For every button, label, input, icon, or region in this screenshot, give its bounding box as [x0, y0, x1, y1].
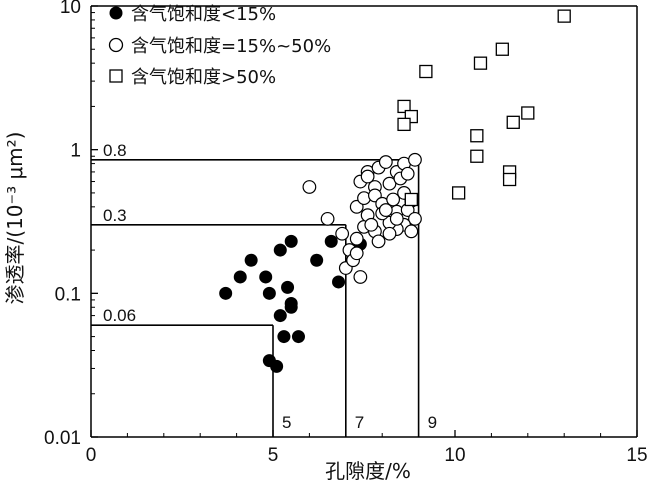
point-mid-saturation: [371, 234, 386, 249]
point-mid-saturation: [360, 169, 375, 184]
point-mid-saturation: [408, 211, 422, 226]
point-high-saturation: [451, 186, 466, 200]
point-low-saturation: [219, 286, 233, 300]
y-tick-label: 0.1: [55, 284, 81, 305]
point-low-saturation: [332, 275, 346, 289]
point-low-saturation: [270, 359, 284, 373]
legend: 含气饱和度<15% 含气饱和度=15%~50% 含气饱和度>50%: [108, 4, 331, 88]
point-mid-saturation: [349, 199, 364, 214]
point-mid-saturation: [378, 203, 393, 217]
point-low-saturation: [291, 330, 305, 344]
point-mid-saturation: [302, 180, 317, 194]
x-tick-label: 15: [626, 445, 647, 466]
point-high-saturation: [506, 115, 520, 129]
plot-frame: [91, 5, 638, 437]
cutoff-porosity-label: 5: [282, 413, 291, 432]
point-low-saturation: [259, 270, 273, 284]
point-mid-saturation: [382, 226, 397, 241]
point-high-saturation: [502, 172, 517, 187]
point-mid-saturation: [349, 231, 364, 246]
legend-marker-open-circle: [108, 37, 124, 53]
point-high-saturation: [419, 64, 433, 79]
point-mid-saturation: [386, 192, 401, 207]
cutoff-permeability-label: 0.06: [103, 306, 136, 325]
point-high-saturation: [397, 99, 411, 114]
cutoff-porosity-label: 9: [428, 413, 437, 432]
point-low-saturation: [310, 253, 324, 267]
y-axis-ticks: 0.01 0.1 1 10: [44, 0, 98, 449]
legend-label-high-saturation: 含气饱和度>50%: [131, 67, 276, 88]
point-low-saturation: [273, 243, 287, 257]
point-mid-saturation: [408, 152, 422, 167]
point-high-saturation: [521, 106, 535, 120]
point-high-saturation: [404, 192, 418, 207]
point-low-saturation: [244, 253, 258, 267]
cutoff-permeability-label: 0.8: [103, 141, 127, 160]
point-mid-saturation: [320, 211, 335, 226]
data-points: [219, 9, 571, 373]
point-low-saturation: [324, 234, 338, 248]
point-high-saturation: [557, 9, 571, 23]
point-low-saturation: [284, 234, 298, 248]
axes: [90, 6, 637, 438]
point-mid-saturation: [349, 246, 364, 261]
point-low-saturation: [262, 286, 276, 300]
legend-marker-filled-circle: [109, 6, 123, 20]
point-high-saturation: [473, 56, 488, 70]
point-low-saturation: [284, 300, 298, 314]
y-tick-label: 1: [70, 141, 81, 162]
point-low-saturation: [277, 330, 291, 344]
point-high-saturation: [470, 149, 484, 163]
legend-label-low-saturation: 含气饱和度<15%: [131, 4, 276, 25]
point-high-saturation: [397, 117, 411, 132]
y-tick-label: 0.01: [44, 428, 81, 449]
point-mid-saturation: [400, 166, 415, 181]
point-mid-saturation: [404, 224, 419, 239]
point-low-saturation: [233, 270, 247, 284]
x-tick-label: 5: [268, 445, 279, 466]
y-tick-label: 10: [60, 0, 81, 18]
x-tick-label: 10: [444, 445, 465, 466]
legend-marker-open-square: [109, 69, 123, 83]
point-mid-saturation: [378, 155, 393, 169]
point-high-saturation: [470, 129, 484, 143]
cutoff-permeability-label: 0.3: [103, 206, 127, 225]
y-axis-title: 渗透率/(10⁻³ μm²): [3, 132, 27, 305]
cutoff-lines: 0.8 9 0.3 7 0.06 5: [91, 141, 437, 437]
point-mid-saturation: [353, 270, 368, 284]
point-mid-saturation: [335, 226, 350, 241]
point-mid-saturation: [364, 217, 379, 232]
x-tick-label: 0: [86, 445, 97, 466]
point-mid-saturation: [389, 211, 404, 226]
cutoff-porosity-label: 7: [355, 413, 364, 432]
x-axis-title: 孔隙度/%: [325, 459, 411, 483]
point-low-saturation: [273, 309, 287, 323]
point-mid-saturation: [382, 176, 397, 191]
x-axis-ticks: 0 5 10 15: [86, 430, 648, 466]
legend-label-mid-saturation: 含气饱和度=15%~50%: [131, 36, 331, 57]
point-low-saturation: [281, 280, 295, 294]
point-high-saturation: [495, 42, 509, 56]
